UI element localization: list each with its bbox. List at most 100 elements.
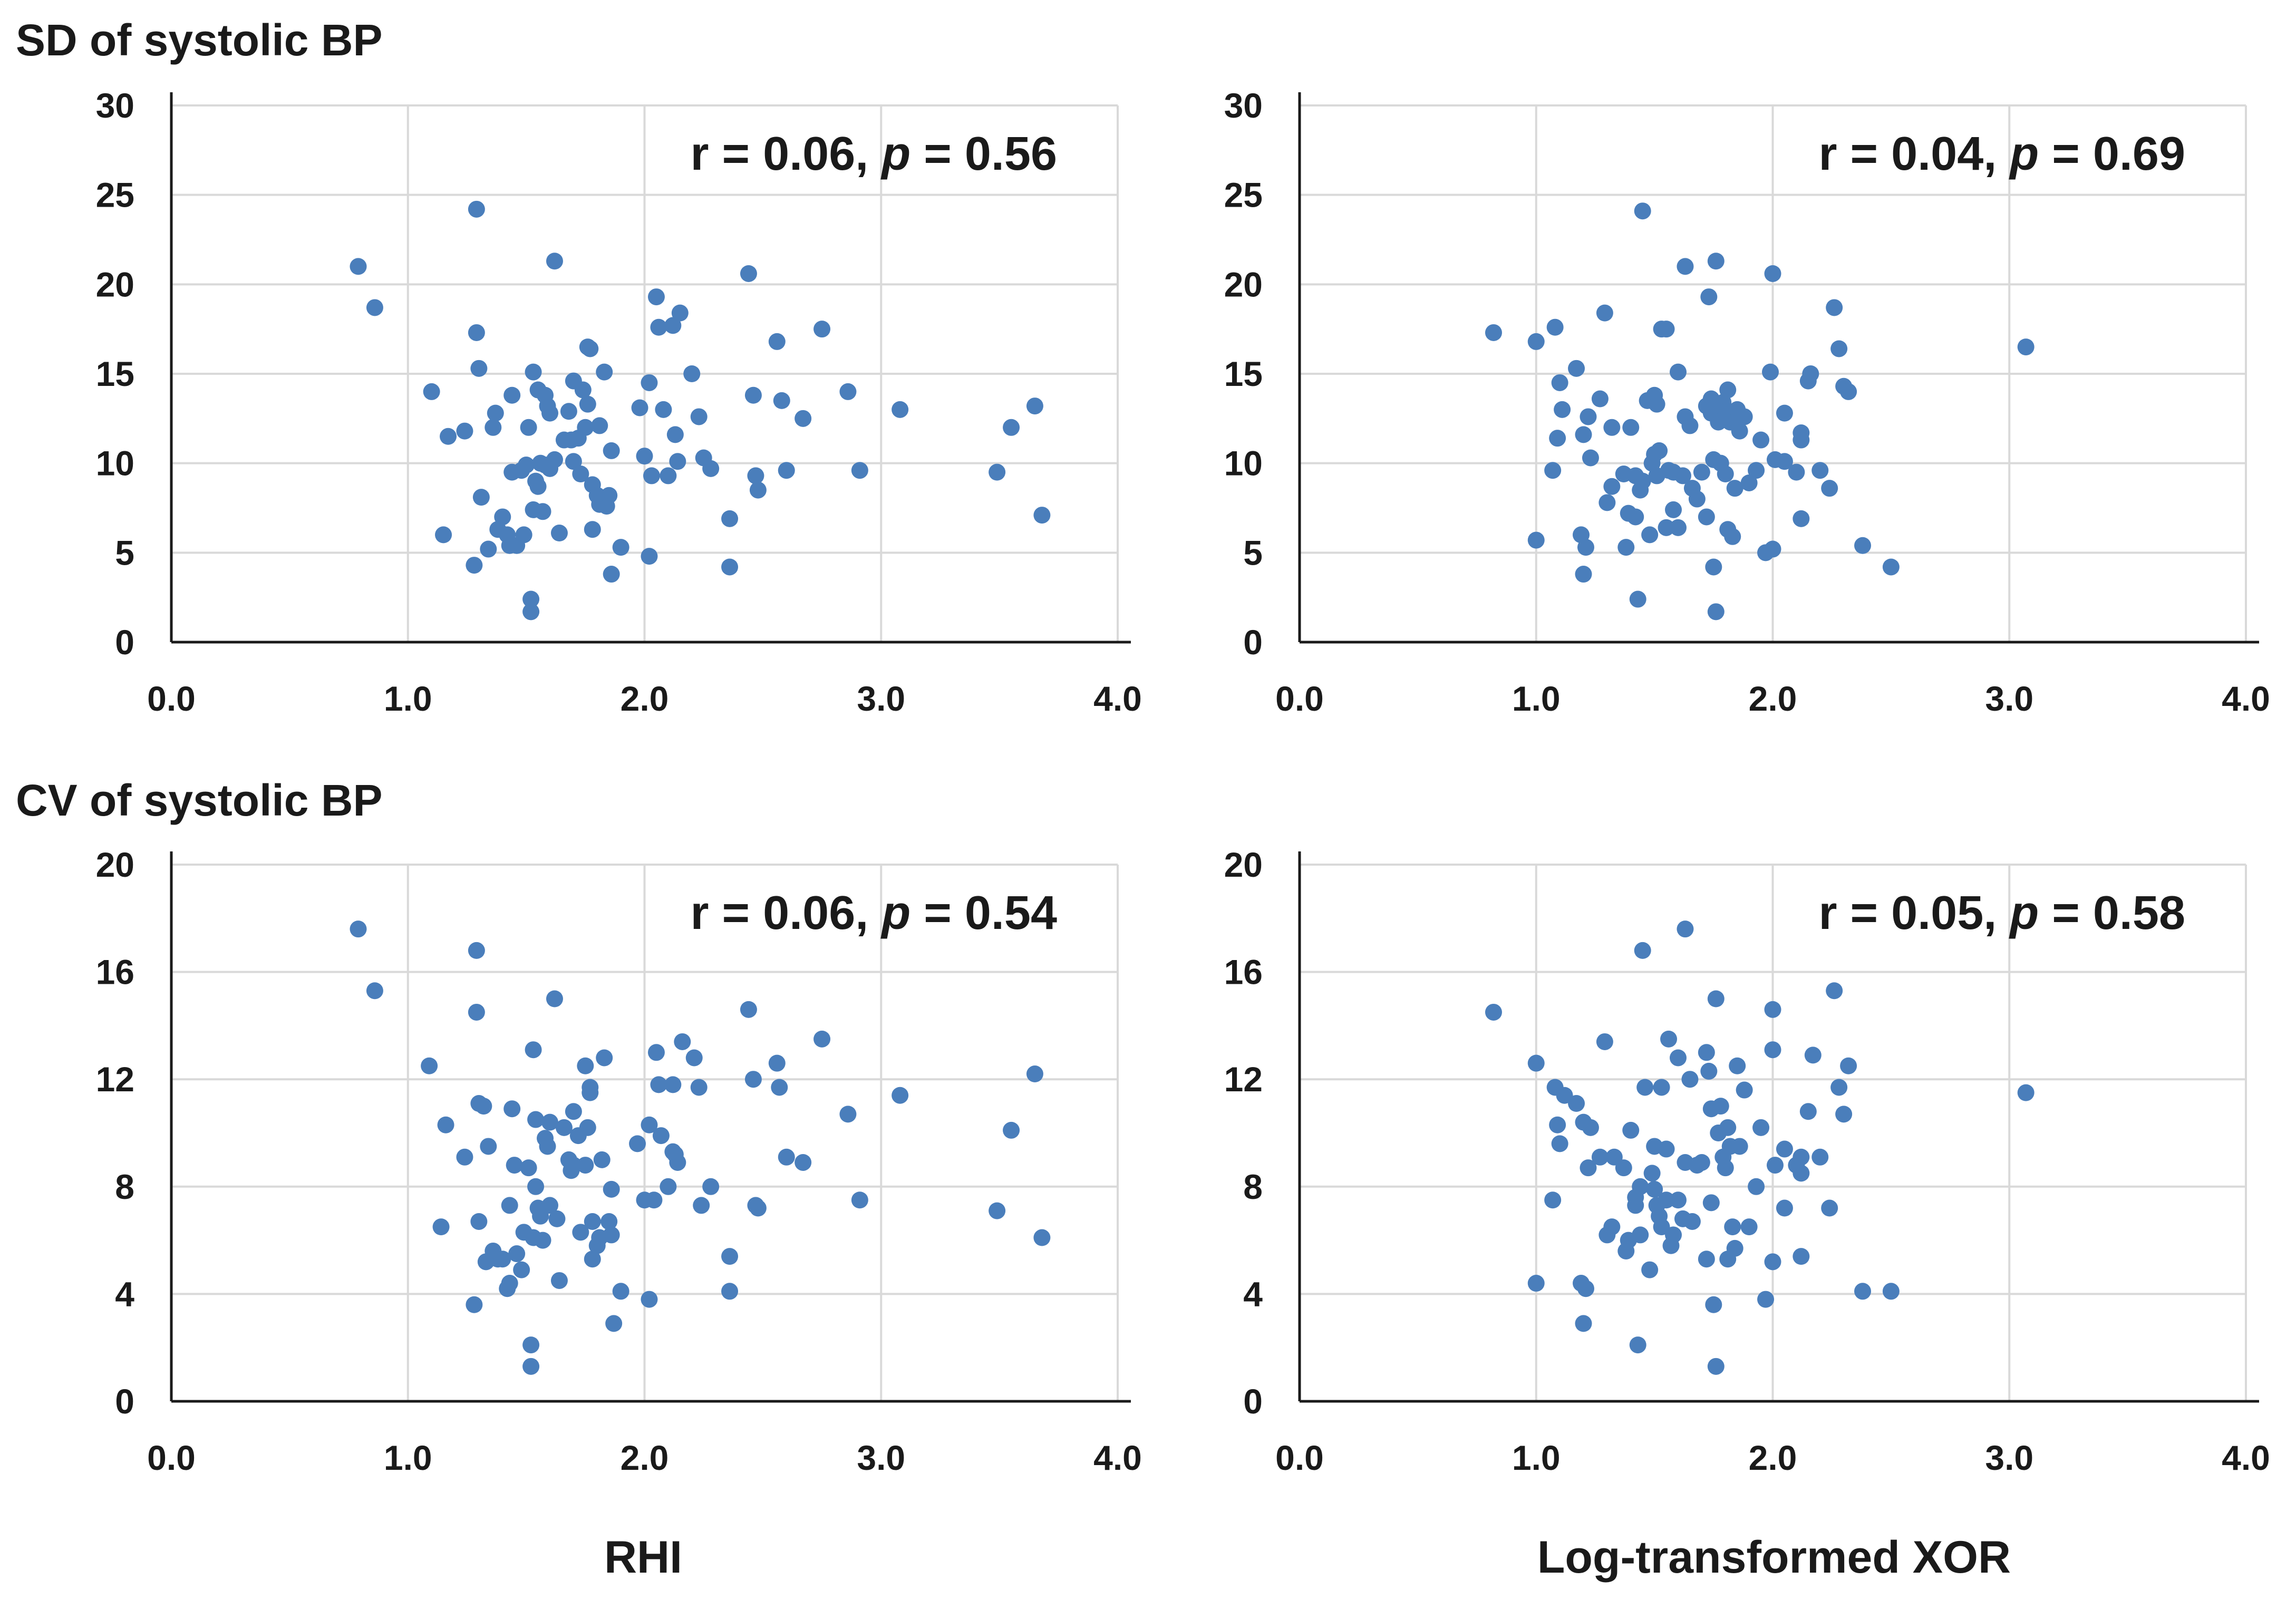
data-point	[1670, 1191, 1687, 1209]
data-point	[541, 1197, 558, 1214]
y-tick-label: 10	[1224, 444, 1263, 483]
data-point	[1719, 381, 1737, 399]
chart-cv-rhi: 0 4 8 12 16 20 0.0 1.0 2.0 3.0 4.0 r = 0.06, p = 0.…	[96, 845, 1142, 1477]
data-point	[593, 1151, 611, 1168]
data-point	[1821, 1199, 1838, 1217]
data-point	[577, 1157, 594, 1174]
y-tick-label: 8	[1243, 1167, 1263, 1206]
annotation-p-value: = 0.54	[910, 887, 1057, 939]
data-point	[515, 526, 532, 544]
x-tick-label: 3.0	[857, 679, 905, 718]
data-point	[1724, 528, 1741, 545]
section-title-cv: CV of systolic BP	[16, 776, 383, 825]
data-point	[641, 548, 658, 565]
correlation-annotation: r = 0.06, p = 0.54	[691, 887, 1058, 939]
data-point	[1568, 1095, 1585, 1112]
x-axis-title-xor: Log-transformed XOR	[1537, 1532, 2011, 1583]
data-point	[1764, 540, 1781, 558]
data-point	[1622, 419, 1640, 436]
data-point	[1636, 1079, 1654, 1096]
data-point	[1615, 1159, 1632, 1177]
data-point	[989, 463, 1006, 481]
data-point	[485, 419, 502, 436]
data-point	[1702, 1194, 1720, 1212]
data-point	[522, 603, 540, 621]
x-tick-label: 0.0	[147, 679, 196, 718]
data-point	[839, 1106, 857, 1123]
data-point	[1643, 1165, 1661, 1182]
data-point	[1811, 1148, 1829, 1166]
y-tick-label: 20	[1224, 845, 1263, 884]
data-point	[1665, 501, 1682, 518]
data-point	[501, 1275, 518, 1292]
data-point	[555, 1119, 573, 1136]
y-tick-label: 25	[96, 176, 134, 215]
data-point	[1693, 463, 1710, 481]
data-point	[522, 590, 540, 608]
data-point	[506, 1157, 523, 1174]
data-point	[660, 1178, 677, 1195]
data-point	[468, 324, 485, 341]
data-point	[1651, 442, 1668, 459]
data-point	[1580, 408, 1597, 425]
data-point	[546, 451, 563, 468]
data-point	[892, 1087, 909, 1104]
data-point	[1799, 1103, 1817, 1120]
data-point	[1854, 537, 1872, 554]
x-tick-label: 0.0	[1275, 1438, 1324, 1477]
data-point	[437, 1116, 454, 1133]
data-point	[1882, 1283, 1900, 1300]
y-tick-label: 0	[1243, 623, 1263, 662]
data-point	[1776, 453, 1793, 470]
data-point	[603, 1226, 620, 1244]
data-point	[744, 386, 762, 404]
data-point	[1683, 1213, 1701, 1230]
data-point	[1835, 1106, 1853, 1123]
data-point	[1577, 1280, 1594, 1297]
data-point	[1698, 508, 1715, 526]
data-point	[1752, 431, 1770, 449]
data-point	[1748, 462, 1765, 479]
data-point	[749, 1199, 767, 1217]
data-point	[1826, 299, 1843, 316]
data-point	[579, 1119, 596, 1136]
data-point	[795, 410, 812, 427]
data-point	[470, 1213, 488, 1230]
data-point	[1804, 1046, 1822, 1064]
data-point	[529, 478, 547, 495]
x-tick-label: 1.0	[384, 679, 432, 718]
data-point	[539, 1138, 556, 1155]
data-point	[522, 1358, 540, 1375]
data-point	[1698, 1044, 1715, 1061]
data-point	[1677, 920, 1694, 938]
data-point	[1757, 1291, 1775, 1308]
data-point	[1764, 265, 1781, 282]
data-point	[596, 1049, 613, 1067]
data-point	[629, 1135, 646, 1152]
data-point	[1582, 1119, 1599, 1136]
data-point	[747, 467, 764, 484]
data-point	[480, 1138, 497, 1155]
x-tick-label: 2.0	[1749, 679, 1797, 718]
data-point	[475, 1098, 492, 1115]
data-point	[574, 381, 592, 399]
data-point	[466, 1296, 483, 1313]
data-point	[1748, 1178, 1765, 1195]
data-point	[636, 448, 653, 465]
data-point	[582, 1084, 599, 1101]
data-point	[527, 1111, 545, 1128]
data-point	[2017, 1084, 2035, 1101]
data-point	[768, 1054, 786, 1072]
data-point	[1764, 1041, 1781, 1059]
data-point	[647, 288, 665, 306]
data-point	[1840, 383, 1857, 400]
data-point	[577, 419, 594, 436]
data-point	[1026, 398, 1043, 415]
data-point	[440, 428, 457, 445]
annotation-p-value: = 0.58	[2039, 887, 2185, 939]
data-point	[577, 1057, 594, 1074]
data-point	[1736, 408, 1753, 425]
data-point	[795, 1154, 812, 1171]
data-point	[468, 200, 485, 218]
y-tick-label: 20	[96, 845, 134, 884]
